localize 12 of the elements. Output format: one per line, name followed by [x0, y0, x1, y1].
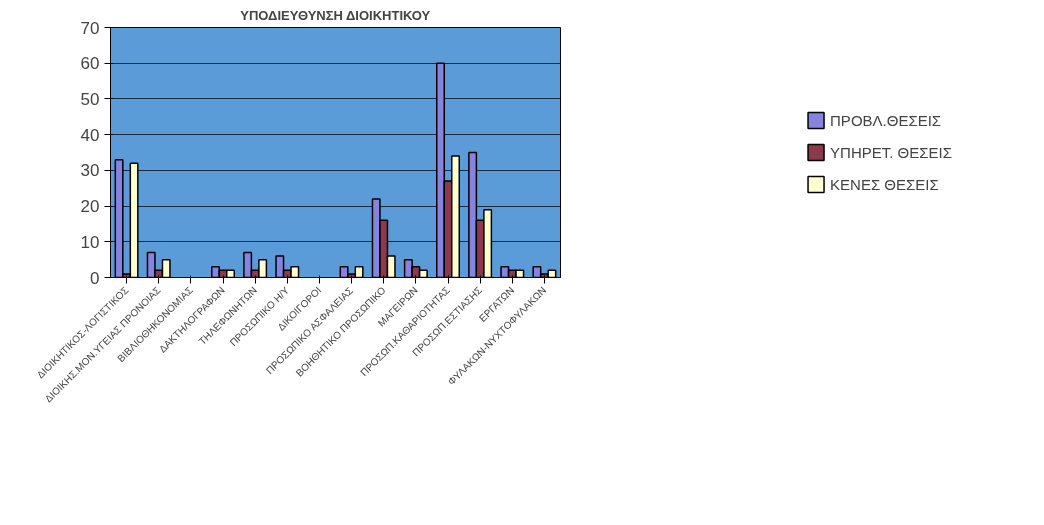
- y-tick-label: 20: [80, 197, 100, 217]
- y-tick-label: 40: [80, 125, 100, 145]
- chart-title: ΥΠΟΔΙΕΥΘΥΝΣΗ ΔΙΟΙΚΗΤΙΚΟΥ: [240, 7, 431, 23]
- y-tick-label: 60: [80, 54, 100, 74]
- legend-label: ΠΡΟΒΛ.ΘΕΣΕΙΣ: [830, 111, 942, 129]
- legend-label: ΚΕΝΕΣ ΘΕΣΕΙΣ: [830, 175, 939, 193]
- y-tick-label: 10: [80, 232, 100, 252]
- y-tick-label: 30: [80, 161, 100, 181]
- y-tick-label: 0: [90, 268, 100, 288]
- y-tick-label: 50: [80, 89, 100, 109]
- legend-label: ΥΠΗΡΕΤ. ΘΕΣΕΙΣ: [830, 143, 952, 161]
- y-tick-label: 70: [80, 18, 100, 38]
